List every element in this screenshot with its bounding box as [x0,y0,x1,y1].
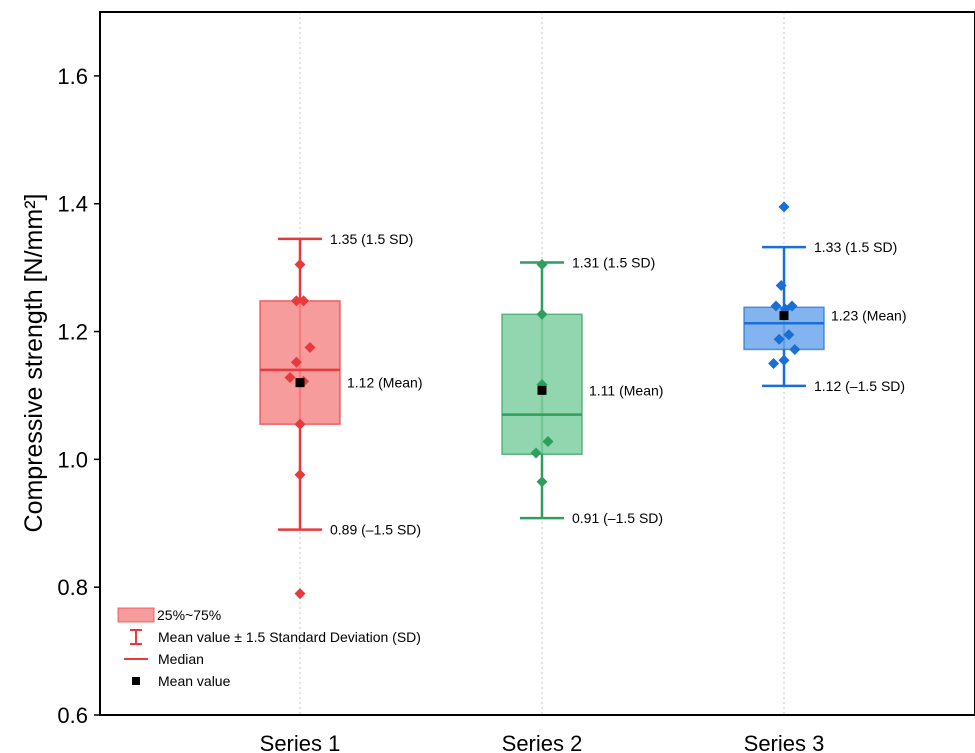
y-axis-title: Compressive strength [N/mm²] [20,194,48,533]
legend: 25%~75% Mean value ± 1.5 Standard Deviati… [117,607,421,689]
series-1-point [304,342,316,354]
series-1-annotation-mean: 1.12 (Mean) [347,375,422,391]
legend-label: Median [158,651,204,667]
series-1-point [290,295,302,307]
series-1-point [294,588,306,600]
series-3-annotation-mean: 1.23 (Mean) [831,308,906,324]
y-tick-label: 1.6 [57,64,88,89]
x-category-label: Series 1 [260,731,341,753]
y-tick-label: 1.2 [57,320,88,345]
series-3-point [773,333,785,345]
series-3-annotation-high: 1.33 (1.5 SD) [814,239,897,255]
series-3-point [775,280,787,292]
annotation-layer: 1.35 (1.5 SD) 1.12 (Mean) 0.89 (–1.5 SD) 1.… [330,231,906,538]
series-2-point [542,435,554,447]
legend-label: Mean value ± 1.5 Standard Deviation (SD) [158,629,421,645]
series-1-annotation-low: 0.89 (–1.5 SD) [330,522,421,538]
series-3-point [789,343,801,355]
series-1-point [290,356,302,368]
series-1-mean-marker [295,378,305,388]
legend-mean-swatch [132,677,140,685]
y-tick-label: 1.4 [57,192,88,217]
series-2-annotation-high: 1.31 (1.5 SD) [572,255,655,271]
plot-frame [99,11,975,716]
legend-label: Mean value [158,673,231,689]
series-1-point [284,372,296,384]
series-2-mean-marker [537,385,547,395]
y-tick-label: 0.8 [57,575,88,600]
y-tick-label: 1.0 [57,447,88,472]
y-tick-label: 0.6 [57,703,88,728]
x-category-label: Series 2 [502,731,583,753]
series-2-point [530,447,542,459]
series-3-point [770,300,782,312]
x-category-label: Series 3 [744,731,825,753]
legend-box-swatch [117,607,155,623]
series-3-point [783,329,795,341]
series-1-point [294,469,306,481]
series-3-point [778,354,790,366]
series-3-mean-marker [779,311,789,321]
series-3-point [778,201,790,213]
series-1-annotation-high: 1.35 (1.5 SD) [330,231,413,247]
series-2-point [536,258,548,270]
series-2-point [536,308,548,320]
legend-label: 25%~75% [157,607,221,623]
series-1-point [298,295,310,307]
point-layer [284,201,801,600]
series-2-annotation-mean: 1.11 (Mean) [589,382,663,398]
series-3-point [768,358,780,369]
series-1-point [294,418,306,430]
series-2-point [536,476,548,488]
series-1-point [294,258,306,270]
series-2-annotation-low: 0.91 (–1.5 SD) [572,510,663,526]
series-3-annotation-low: 1.12 (–1.5 SD) [814,378,905,394]
axis-layer: 0.6 0.8 1.0 1.2 1.4 1.6 Series 1 Series 2 Series… [57,64,824,753]
